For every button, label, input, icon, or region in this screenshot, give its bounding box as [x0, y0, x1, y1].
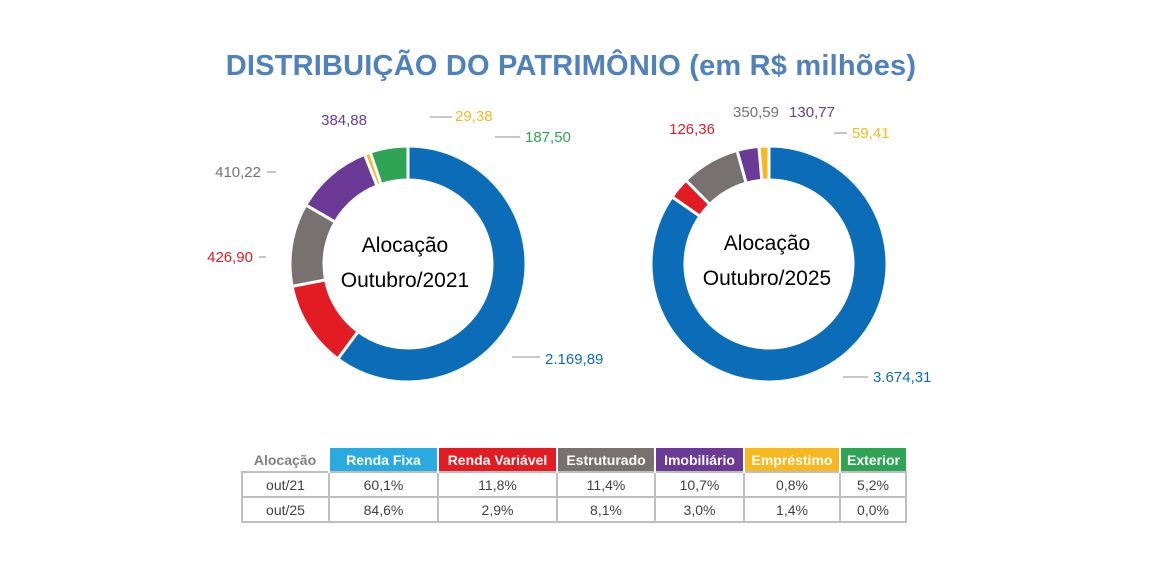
donut-chart-2025: Alocação Outubro/2025 3.674,31 126,36 350,… — [649, 104, 931, 386]
slice-imobiliario-2021 — [303, 152, 379, 225]
data-label-imobiliario-2025: 130,77 — [789, 104, 835, 121]
table-cell: 84,6% — [328, 496, 439, 523]
data-label-emprestimo-2025: 59,41 — [852, 125, 890, 142]
data-label-estruturado-2021: 410,22 — [215, 164, 261, 181]
table-cell: 2,9% — [437, 496, 558, 523]
table-cell: 0,0% — [839, 496, 907, 523]
table-cell: 1,4% — [743, 496, 841, 523]
header-renda-fixa: Renda Fixa — [328, 448, 438, 472]
table-cell: 5,2% — [839, 471, 907, 498]
table-row: out/21 60,1% 11,8% 11,4% 10,7% 0,8% 5,2% — [241, 471, 907, 498]
donut-charts: Alocação Outubro/2021 2.169,89 426,90 410,… — [207, 104, 931, 386]
data-label-renda-fixa-2025: 3.674,31 — [873, 369, 931, 386]
data-label-renda-fixa-2021: 2.169,89 — [545, 351, 603, 368]
header-exterior: Exterior — [839, 448, 906, 472]
table-cell: 3,0% — [654, 496, 745, 523]
data-label-imobiliario-2021: 384,88 — [321, 112, 367, 129]
header-emprestimo: Empréstimo — [743, 448, 840, 472]
header-alocacao: Alocação — [242, 448, 329, 472]
data-label-emprestimo-2021: 29,38 — [455, 108, 493, 125]
center-label-2025-line1: Alocação — [724, 232, 810, 255]
header-renda-variavel: Renda Variável — [437, 448, 557, 472]
center-label-2021-line1: Alocação — [362, 234, 448, 257]
donut-chart-2021: Alocação Outubro/2021 2.169,89 426,90 410,… — [207, 108, 603, 384]
row-label: out/25 — [241, 496, 330, 523]
table-cell: 10,7% — [654, 471, 745, 498]
data-label-renda-variavel-2025: 126,36 — [669, 121, 715, 138]
chart-title: DISTRIBUIÇÃO DO PATRIMÔNIO (em R$ milhõe… — [225, 50, 917, 82]
table-cell: 60,1% — [328, 471, 439, 498]
table-cell: 0,8% — [743, 471, 841, 498]
header-estruturado: Estruturado — [556, 448, 655, 472]
allocation-table: Alocação Renda Fixa Renda Variável Estru… — [241, 448, 907, 523]
slice-estruturado-2021 — [288, 203, 338, 289]
slice-renda-fixa-2025 — [649, 144, 889, 384]
header-imobiliario: Imobiliário — [654, 448, 744, 472]
slice-estruturado-2025 — [683, 148, 749, 207]
table-cell: 8,1% — [556, 496, 656, 523]
table-row: out/25 84,6% 2,9% 8,1% 3,0% 1,4% 0,0% — [241, 496, 907, 523]
slice-renda-variavel-2021 — [290, 278, 361, 361]
table-header-row: Alocação Renda Fixa Renda Variável Estru… — [242, 448, 906, 472]
table-cell: 11,4% — [556, 471, 656, 498]
data-label-renda-variavel-2021: 426,90 — [207, 249, 253, 266]
table-cell: 11,8% — [437, 471, 558, 498]
data-label-estruturado-2025: 350,59 — [733, 104, 779, 121]
data-label-exterior-2021: 187,50 — [525, 129, 571, 146]
center-label-2025-line2: Outubro/2025 — [703, 267, 831, 290]
slice-renda-fixa-2021 — [335, 144, 528, 384]
center-label-2021-line2: Outubro/2021 — [341, 269, 469, 292]
row-label: out/21 — [241, 471, 330, 498]
